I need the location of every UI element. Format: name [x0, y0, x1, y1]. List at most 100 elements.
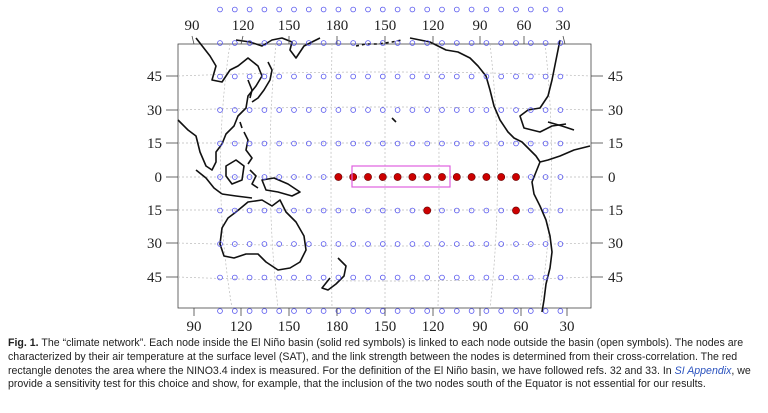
bottom-tick: 60	[514, 319, 529, 335]
network-node	[513, 140, 519, 147]
network-node	[527, 174, 534, 180]
network-node	[246, 73, 253, 80]
network-node	[320, 6, 327, 13]
network-node	[439, 40, 445, 46]
network-node	[513, 73, 519, 80]
network-node	[527, 6, 534, 13]
network-node	[232, 274, 238, 281]
network-node	[394, 107, 401, 113]
left-tick: 30	[147, 103, 162, 119]
network-node	[409, 40, 416, 46]
network-node	[335, 6, 342, 13]
el-nino-node	[512, 173, 520, 181]
network-node	[320, 40, 327, 46]
network-node	[305, 274, 312, 281]
network-node	[379, 73, 386, 80]
network-node	[468, 107, 475, 113]
network-node	[365, 140, 371, 147]
bottom-ticks: 90 120 150 180 150 120 90 60 30	[187, 319, 575, 335]
network-node	[246, 40, 253, 46]
network-node	[350, 274, 357, 281]
network-node	[276, 40, 283, 46]
network-node	[483, 73, 490, 80]
network-node	[498, 241, 505, 247]
gulf-coast	[519, 39, 567, 133]
network-node	[350, 241, 357, 247]
network-node	[468, 241, 475, 247]
coastlines	[177, 37, 591, 313]
network-node	[261, 40, 268, 46]
network-node	[365, 73, 371, 80]
network-node	[513, 308, 519, 314]
network-node	[409, 274, 416, 281]
network-node	[557, 73, 564, 80]
network-node	[513, 274, 519, 281]
network-node	[542, 241, 549, 247]
network-node	[335, 107, 342, 113]
network-node	[365, 207, 371, 214]
el-nino-node	[393, 173, 402, 181]
network-node	[439, 73, 445, 80]
bottom-tick: 30	[560, 319, 575, 335]
si-appendix-link[interactable]: SI Appendix	[674, 364, 732, 377]
network-node	[394, 308, 401, 314]
network-node	[527, 274, 534, 281]
south-america	[531, 145, 591, 313]
network-node	[394, 73, 401, 80]
network-node	[513, 107, 519, 113]
network-node	[424, 6, 431, 13]
top-tick: 120	[422, 18, 445, 34]
network-node	[335, 308, 342, 314]
network-node	[246, 6, 253, 13]
network-node	[394, 6, 401, 13]
network-node	[424, 140, 431, 147]
network-node	[483, 107, 490, 113]
network-node	[498, 73, 505, 80]
caribbean-islands	[547, 121, 575, 131]
network-node	[439, 107, 445, 113]
network-node	[276, 207, 283, 214]
network-node	[542, 73, 549, 80]
network-node	[232, 40, 238, 46]
network-node	[217, 40, 223, 46]
network-node	[527, 140, 534, 147]
japan	[251, 61, 273, 103]
network-node	[261, 6, 268, 13]
right-tick: 0	[608, 170, 616, 186]
philippines	[243, 131, 253, 165]
network-node	[542, 40, 549, 46]
network-node	[453, 207, 460, 214]
network-node	[320, 241, 327, 247]
right-tick: 45	[608, 69, 623, 85]
alaska-coast	[409, 37, 541, 163]
network-node	[217, 73, 223, 80]
right-ticks: 45 30 15 0 15 30 45	[608, 69, 623, 286]
borneo	[225, 159, 245, 185]
network-node	[394, 241, 401, 247]
network-node	[394, 274, 401, 281]
network-node	[513, 6, 519, 13]
network-node	[291, 308, 297, 314]
taiwan	[239, 121, 243, 129]
network-node	[557, 40, 564, 46]
el-nino-node	[349, 173, 358, 181]
top-tick: 30	[556, 18, 571, 34]
top-tick-marks	[191, 35, 566, 45]
right-tick: 30	[608, 103, 623, 119]
network-node	[261, 241, 268, 247]
network-node	[468, 308, 475, 314]
network-node	[542, 107, 549, 113]
network-node	[498, 107, 505, 113]
network-node	[305, 241, 312, 247]
network-node	[291, 207, 297, 214]
top-tick: 150	[278, 18, 301, 34]
network-node	[246, 107, 253, 113]
network-node	[424, 308, 431, 314]
network-node	[350, 73, 357, 80]
network-node	[320, 274, 327, 281]
network-node	[305, 174, 312, 180]
network-node	[276, 241, 283, 247]
network-node	[335, 241, 342, 247]
network-node	[320, 207, 327, 214]
network-node	[276, 274, 283, 281]
